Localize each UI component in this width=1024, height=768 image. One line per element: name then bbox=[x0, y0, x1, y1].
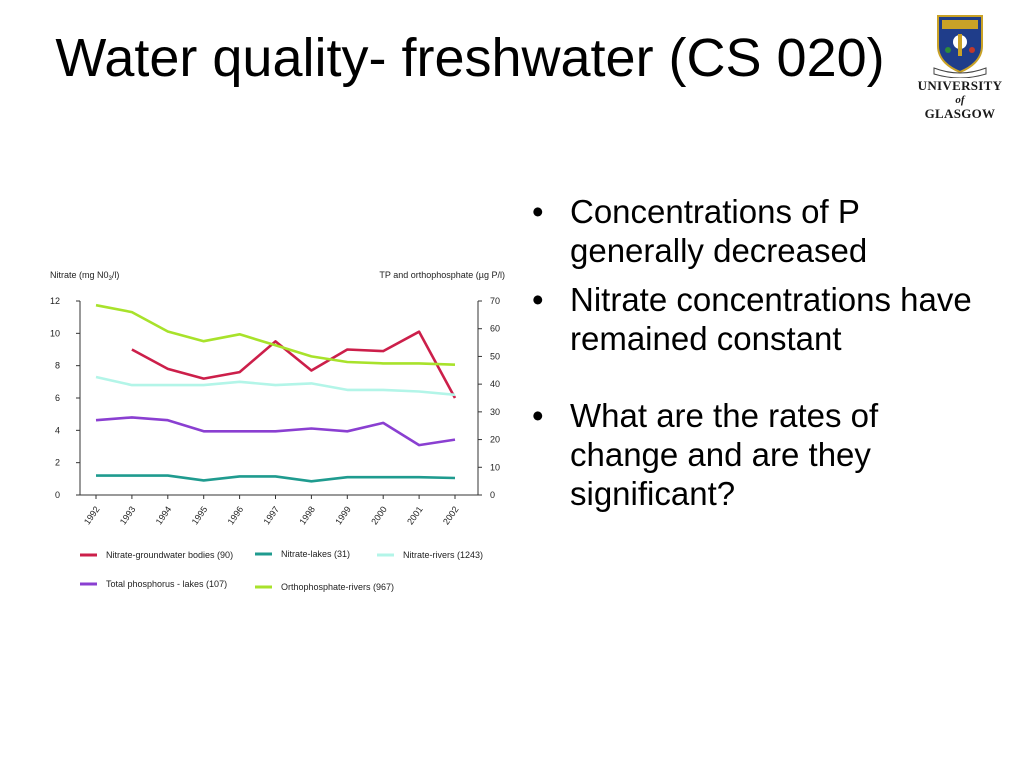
y-tick-right-label: 20 bbox=[490, 435, 500, 445]
y-axis-right-label: TP and orthophosphate (µg P/l) bbox=[379, 270, 505, 280]
bullet-item: • Nitrate concentrations have remained co… bbox=[532, 281, 972, 357]
logo-text-university: UNIVERSITY bbox=[917, 78, 1003, 93]
x-tick-label: 1996 bbox=[226, 504, 246, 526]
logo-text-glasgow: GLASGOW bbox=[924, 106, 996, 121]
y-axis-left-label: Nitrate (mg N03/l) bbox=[50, 270, 119, 282]
university-crest-icon bbox=[933, 15, 987, 78]
logo-text-of: of bbox=[955, 94, 965, 106]
y-tick-left-label: 8 bbox=[55, 361, 60, 371]
x-tick-label: 1999 bbox=[333, 504, 353, 526]
y-tick-left-label: 4 bbox=[55, 425, 60, 435]
bullet-text: Nitrate concentrations have remained con… bbox=[570, 281, 972, 357]
y-axis-right: 0 10 20 30 40 50 60 70 bbox=[477, 296, 500, 500]
y-tick-left-label: 2 bbox=[55, 458, 60, 468]
x-axis: 1992 1993 1994 1995 1996 1997 1998 1999 2000 2001… bbox=[80, 494, 478, 527]
bullet-item: • Concentrations of P generally decreased bbox=[532, 193, 868, 269]
series-line bbox=[95, 303, 456, 366]
y-tick-left-label: 12 bbox=[50, 296, 60, 306]
x-tick-label: 1998 bbox=[297, 504, 317, 526]
slide-title: Water quality- freshwater (CS 020) bbox=[55, 28, 885, 88]
y-tick-right-label: 30 bbox=[490, 407, 500, 417]
y-tick-right-label: 50 bbox=[490, 351, 500, 361]
legend-label: Nitrate-lakes (31) bbox=[281, 549, 350, 559]
bullet-item: • What are the rates of change and are th… bbox=[532, 397, 879, 512]
series-line bbox=[95, 416, 456, 447]
y-tick-left-label: 10 bbox=[50, 328, 60, 338]
series-lines bbox=[95, 303, 457, 483]
legend-label: Orthophosphate-rivers (967) bbox=[281, 582, 394, 592]
series-line bbox=[96, 474, 456, 483]
y-tick-right-label: 10 bbox=[490, 462, 500, 472]
y-tick-left-label: 0 bbox=[55, 490, 60, 500]
chart-legend: Nitrate-groundwater bodies (90) Nitrate-l… bbox=[80, 549, 483, 592]
bullet-text: Concentrations of P generally decreased bbox=[570, 193, 868, 269]
y-tick-right-label: 0 bbox=[490, 490, 495, 500]
x-tick-label: 2000 bbox=[369, 504, 389, 526]
legend-label: Total phosphorus - lakes (107) bbox=[106, 579, 227, 589]
legend-label: Nitrate-groundwater bodies (90) bbox=[106, 550, 233, 560]
x-tick-label: 2002 bbox=[441, 504, 461, 526]
y-tick-right-label: 60 bbox=[490, 324, 500, 334]
x-tick-label: 1994 bbox=[154, 504, 174, 526]
legend-label: Nitrate-rivers (1243) bbox=[403, 550, 483, 560]
bullet-text: What are the rates of change and are the… bbox=[570, 397, 879, 512]
university-logo: UNIVERSITY of GLASGOW bbox=[910, 12, 1010, 142]
x-tick-label: 2001 bbox=[405, 504, 425, 526]
x-tick-label: 1997 bbox=[261, 504, 281, 526]
water-quality-chart: Nitrate (mg N03/l) TP and orthophosphate… bbox=[50, 270, 505, 592]
y-tick-left-label: 6 bbox=[55, 393, 60, 403]
y-tick-right-label: 40 bbox=[490, 379, 500, 389]
y-axis-left: 0 2 4 6 8 10 12 bbox=[50, 296, 81, 500]
series-line bbox=[95, 375, 456, 397]
series-line bbox=[131, 330, 457, 399]
x-tick-label: 1995 bbox=[190, 504, 210, 526]
x-tick-label: 1992 bbox=[82, 504, 102, 526]
y-tick-right-label: 70 bbox=[490, 296, 500, 306]
bullet-list: • Concentrations of P generally decreased… bbox=[532, 192, 972, 523]
x-tick-label: 1993 bbox=[118, 504, 138, 526]
